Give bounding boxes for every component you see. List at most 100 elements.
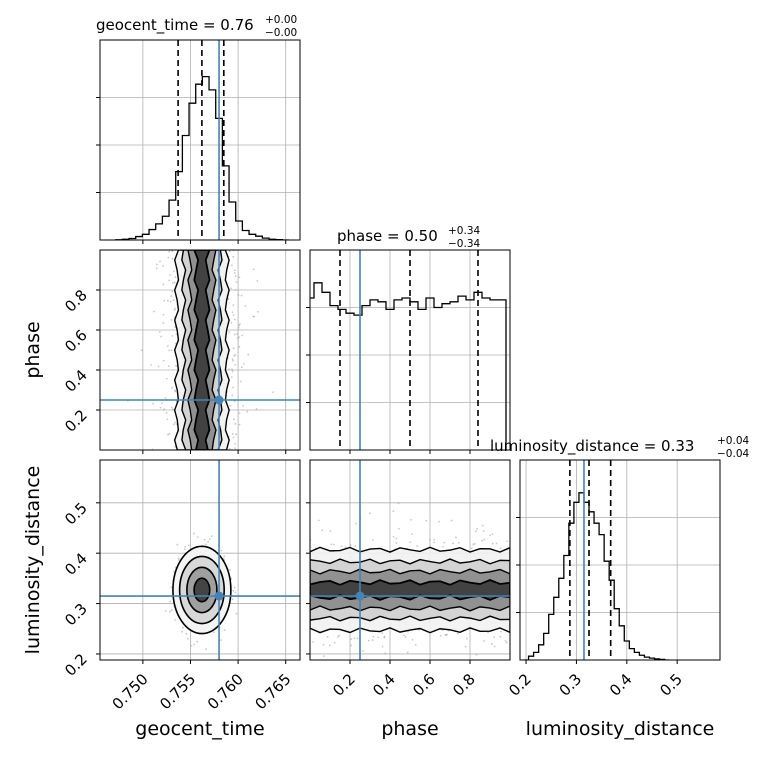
sample-point (207, 540, 209, 543)
sample-point (425, 519, 428, 522)
sample-point (173, 281, 176, 284)
sample-point (163, 299, 166, 302)
sample-point (171, 250, 174, 253)
sample-point (234, 422, 237, 425)
sample-point (322, 655, 325, 657)
sample-point (483, 678, 485, 680)
sample-point (321, 529, 324, 532)
sample-point (157, 365, 160, 368)
sample-point (167, 433, 169, 436)
sample-point (505, 641, 508, 644)
ytick-label-phase: 0.6 (61, 326, 91, 356)
sample-point (171, 334, 174, 337)
sample-point (158, 331, 161, 333)
joint-luminosity_distance-geocent_time (100, 460, 300, 660)
sample-point (166, 345, 169, 348)
sample-point (231, 394, 234, 397)
sample-point (404, 636, 407, 639)
sample-point (164, 397, 167, 399)
sample-point (234, 353, 237, 356)
sample-point (443, 541, 446, 544)
sample-point (174, 390, 177, 393)
sample-point (171, 257, 174, 260)
sample-point (493, 645, 496, 648)
sample-point (232, 436, 235, 439)
panel-phase-phase (310, 250, 510, 450)
sample-point (190, 644, 193, 647)
sample-point (205, 543, 207, 546)
sample-point (233, 418, 235, 421)
sample-point (231, 598, 234, 601)
xtick-label-luminosity_distance: 0.5 (656, 670, 686, 700)
ytick-label-luminosity_distance: 0.2 (61, 650, 91, 680)
sample-point (234, 363, 237, 366)
sample-point (414, 643, 417, 646)
sample-point (174, 619, 177, 621)
sample-point (168, 250, 171, 253)
ytick-label-phase: 0.2 (61, 406, 91, 436)
xtick-label-geocent_time: 0.760 (204, 670, 247, 713)
hist-step-phase (310, 282, 507, 450)
sample-point (167, 256, 170, 259)
panel-geocent_time-geocent_time (100, 40, 300, 240)
title-geocent-time-plus: +0.00 (265, 14, 297, 26)
sample-point (236, 333, 238, 335)
sample-point (232, 304, 235, 307)
sample-point (238, 324, 241, 327)
sample-point (330, 543, 333, 546)
sample-point (367, 639, 370, 642)
sample-point (457, 541, 460, 544)
xtick-label-phase: 0.6 (409, 670, 439, 700)
sample-point (500, 630, 502, 633)
title-geocent-time-minus: −0.00 (265, 27, 297, 39)
sample-point (162, 283, 165, 286)
sample-point (338, 634, 341, 637)
sample-point (159, 406, 162, 409)
sample-point (232, 386, 235, 389)
sample-point (452, 542, 454, 545)
sample-point (433, 538, 436, 541)
sample-point (499, 635, 502, 638)
sample-point (392, 510, 395, 512)
sample-point (239, 380, 242, 383)
ytick-label-phase: 0.4 (61, 366, 91, 396)
sample-point (499, 547, 502, 550)
sample-point (242, 405, 245, 407)
sample-point (491, 542, 494, 545)
sample-point (234, 269, 236, 272)
ylabel-phase: phase (22, 321, 44, 378)
sample-point (234, 275, 237, 278)
sample-point (495, 542, 498, 545)
sample-point (173, 570, 175, 573)
sample-point (329, 530, 332, 532)
sample-point (392, 536, 395, 538)
sample-point (230, 322, 233, 324)
sample-point (397, 502, 400, 505)
title-phase-plus: +0.34 (448, 225, 480, 237)
sample-point (326, 635, 329, 638)
sample-point (333, 641, 336, 644)
sample-point (170, 586, 173, 589)
sample-point (186, 637, 189, 640)
sample-point (256, 280, 259, 282)
sample-point (353, 637, 356, 640)
sample-point (171, 408, 174, 411)
sample-point (473, 542, 476, 545)
sample-point (340, 545, 343, 548)
panel-frame (309, 249, 511, 451)
sample-point (361, 649, 364, 652)
sample-point (368, 512, 371, 515)
sample-point (169, 274, 171, 276)
sample-point (337, 635, 339, 638)
sample-point (237, 326, 240, 329)
sample-point (169, 300, 172, 303)
sample-point (317, 519, 320, 522)
sample-point (233, 355, 236, 357)
sample-point (328, 661, 330, 663)
sample-point (371, 539, 374, 541)
sample-point (223, 629, 226, 632)
panel-frame (99, 249, 301, 451)
sample-point (377, 636, 380, 639)
ytick-label-luminosity_distance: 0.4 (61, 549, 91, 579)
